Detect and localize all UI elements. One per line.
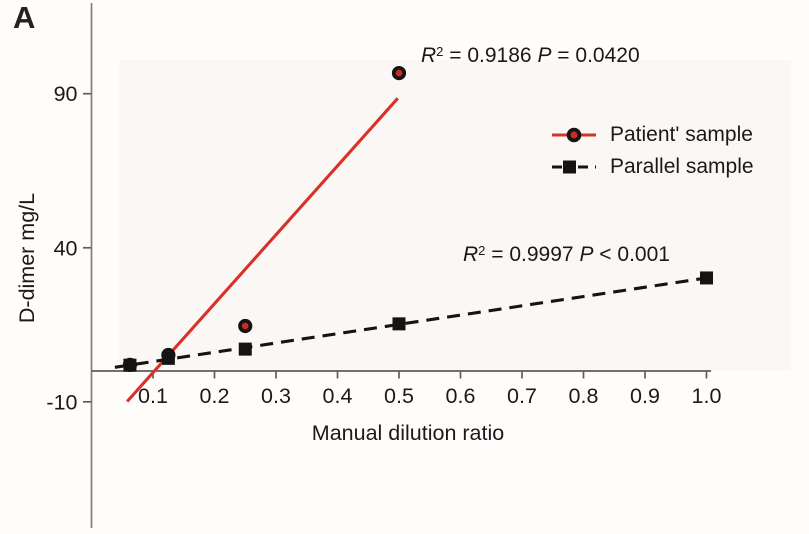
data-point-parallel [161,351,175,365]
data-point-parallel [123,358,137,372]
x-tick-label: 0.3 [261,384,291,408]
parallel-sample-marker-icon [552,160,596,174]
y-tick-label: 90 [54,82,78,106]
x-tick-label: 0.1 [138,384,168,408]
trend-line-square [114,276,707,369]
data-point-parallel [700,271,713,285]
r-symbol: R [421,44,437,67]
x-tick-label: 0.4 [323,384,353,408]
legend-label-patient: Patient' sample [610,123,753,146]
x-tick-label: 0.7 [507,384,537,408]
r-superscript: 2 [436,44,444,59]
data-point-patient [391,65,407,81]
annotation-parallel-r2: R2 = 0.9997 P < 0.001 [463,243,670,267]
y-tick-label: -10 [46,390,77,414]
panel-label: A [13,0,37,35]
legend-item-parallel-sample: Parallel sample [551,151,754,183]
x-tick-label: 0.2 [200,384,230,408]
legend: Patient' sample Parallel sample [551,119,754,183]
x-axis-title: Manual dilution ratio [312,421,504,445]
p-symbol: P [579,243,594,266]
r2-value: = 0.9186 [449,44,532,67]
r-symbol: R [463,243,479,266]
legend-item-patient-sample: Patient' sample [551,119,754,151]
y-tick-label: 40 [54,236,78,260]
legend-label-parallel: Parallel sample [610,155,754,178]
r2-value: = 0.9997 [491,243,574,266]
p-value: = 0.0420 [557,44,640,67]
annotation-patient-r2: R2 = 0.9186 P = 0.0420 [421,44,640,68]
x-tick-label: 0.5 [384,384,414,408]
x-tick-label: 0.9 [630,384,660,408]
p-value: < 0.001 [599,243,670,266]
data-point-patient [238,318,253,334]
data-point-parallel [238,342,252,356]
r-superscript: 2 [478,243,486,258]
plot-area [119,60,791,371]
x-tick-label: 0.8 [569,384,599,408]
x-tick-label: 1.0 [692,384,722,408]
y-axis-title: D-dimer mg/L [15,193,39,323]
patient-sample-marker-icon [552,127,596,143]
x-tick-label: 0.6 [446,384,476,408]
data-point-parallel [392,317,406,331]
p-symbol: P [537,44,552,67]
